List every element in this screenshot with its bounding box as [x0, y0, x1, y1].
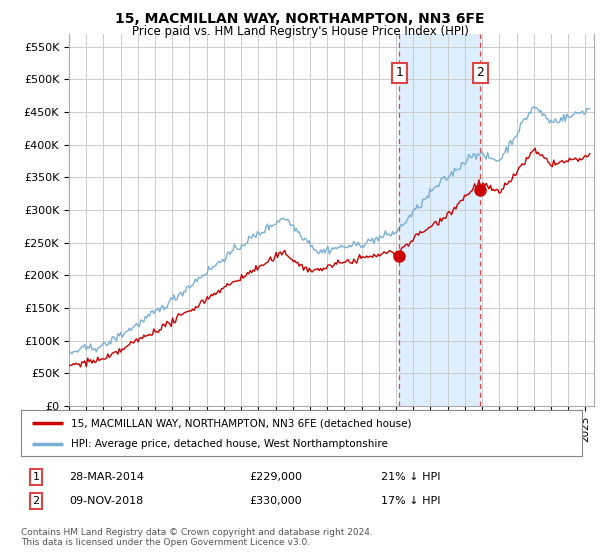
- Bar: [400, 34, 481, 406]
- Text: Contains HM Land Registry data © Crown copyright and database right 2024.
This d: Contains HM Land Registry data © Crown c…: [21, 528, 373, 547]
- Text: £330,000: £330,000: [249, 496, 302, 506]
- Text: 15, MACMILLAN WAY, NORTHAMPTON, NN3 6FE: 15, MACMILLAN WAY, NORTHAMPTON, NN3 6FE: [115, 12, 485, 26]
- Text: 28-MAR-2014: 28-MAR-2014: [69, 472, 144, 482]
- Text: 21% ↓ HPI: 21% ↓ HPI: [381, 472, 440, 482]
- Text: 09-NOV-2018: 09-NOV-2018: [69, 496, 143, 506]
- Text: Price paid vs. HM Land Registry's House Price Index (HPI): Price paid vs. HM Land Registry's House …: [131, 25, 469, 38]
- Text: 2: 2: [476, 66, 484, 80]
- Text: 15, MACMILLAN WAY, NORTHAMPTON, NN3 6FE (detached house): 15, MACMILLAN WAY, NORTHAMPTON, NN3 6FE …: [71, 418, 412, 428]
- Text: £229,000: £229,000: [249, 472, 302, 482]
- Text: 1: 1: [32, 472, 40, 482]
- Text: 2: 2: [32, 496, 40, 506]
- Text: 17% ↓ HPI: 17% ↓ HPI: [381, 496, 440, 506]
- Text: HPI: Average price, detached house, West Northamptonshire: HPI: Average price, detached house, West…: [71, 439, 388, 449]
- Text: 1: 1: [395, 66, 403, 80]
